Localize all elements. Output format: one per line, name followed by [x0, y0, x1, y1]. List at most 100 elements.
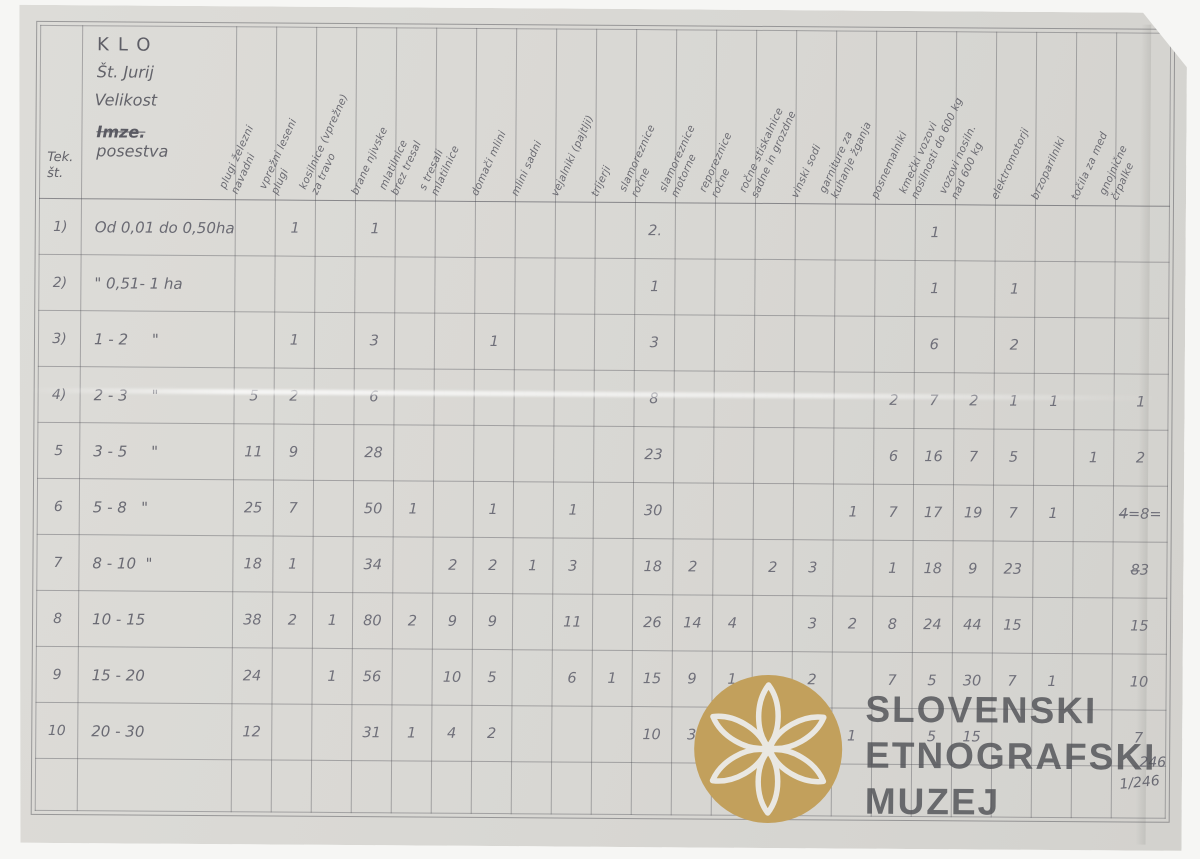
- value-cell: [752, 595, 792, 651]
- value-cell: 2: [832, 596, 872, 652]
- value-cell: 28: [353, 425, 393, 481]
- value-cell: [673, 483, 713, 539]
- value-cell: 6: [552, 650, 592, 706]
- value-cell: [751, 707, 791, 763]
- value-cell: [351, 761, 391, 813]
- value-cell: 1: [592, 650, 632, 706]
- value-cell: 19: [953, 485, 993, 541]
- column-header-14: ročne stiskalnice sadne in grozdne: [755, 30, 796, 203]
- value-cell: 7: [953, 429, 993, 485]
- column-header-8: mlini sadni: [515, 29, 556, 202]
- value-cell: 1: [355, 201, 395, 257]
- value-cell: 11: [552, 594, 592, 650]
- value-cell: 10: [432, 649, 472, 705]
- value-cell: [1073, 486, 1113, 542]
- column-header-23: gnojnične črpalke: [1115, 33, 1170, 206]
- value-cell: 2: [753, 539, 793, 595]
- value-cell: 4: [431, 705, 471, 761]
- value-cell: 1: [1073, 430, 1113, 486]
- value-cell: 9: [953, 541, 993, 597]
- value-cell: 17: [913, 484, 953, 540]
- archive-fraction: 1/246: [1118, 772, 1161, 793]
- table-body: 1) Od 0,01 do 0,50ha 1 1 2. 1 2) " 0,51- 1 ha 1 1…: [35, 198, 1169, 818]
- value-cell: [835, 204, 875, 260]
- value-cell: 1: [391, 705, 431, 761]
- table-row: 9 15 - 20 24 1 56 10 5 6 1 15 9 1 2 7 5 30 7 1 10: [36, 646, 1166, 710]
- value-cell: [513, 482, 553, 538]
- value-cell: [234, 312, 274, 368]
- row-number-cell: 4): [38, 366, 80, 422]
- value-cell: 11: [233, 424, 273, 480]
- size-cell: 3 - 5 ": [80, 423, 234, 480]
- value-cell: [791, 708, 831, 764]
- value-cell: [1074, 318, 1114, 374]
- value-cell: 34: [353, 537, 393, 593]
- value-cell: 1: [1032, 653, 1072, 709]
- value-cell: [954, 317, 994, 373]
- value-cell: 50: [353, 481, 393, 537]
- value-cell: [393, 537, 433, 593]
- value-cell: [313, 480, 353, 536]
- value-cell: [551, 706, 591, 762]
- value-cell: [271, 760, 311, 812]
- value-cell: 5: [993, 429, 1033, 485]
- value-cell: [794, 316, 834, 372]
- value-cell: 30: [952, 653, 992, 709]
- value-cell: [514, 314, 554, 370]
- value-cell: 1: [1114, 374, 1168, 430]
- value-cell: [713, 427, 753, 483]
- value-cell: [314, 312, 354, 368]
- value-cell: [753, 427, 793, 483]
- value-cell: 80: [352, 593, 392, 649]
- table-row: 4) 2 - 3 " 5 2 6 8 2 7 2 1 1 1: [38, 366, 1168, 430]
- value-cell: [1075, 206, 1115, 262]
- column-header-9: vejalniki (pajtlji): [555, 29, 596, 202]
- size-cell: 10 - 15: [78, 591, 232, 648]
- row-number-header-label: Tek. št.: [47, 149, 74, 181]
- column-header-19: vozovi nosiln. nad 600 kg: [955, 32, 996, 205]
- value-cell: [1031, 765, 1071, 817]
- row-number-cell: 3): [38, 310, 80, 366]
- value-cell: [874, 316, 914, 372]
- value-cell: [754, 371, 794, 427]
- value-cell: [595, 202, 635, 258]
- value-cell: [511, 706, 551, 762]
- value-cell: 2: [274, 368, 314, 424]
- value-cell: [1035, 205, 1075, 261]
- table-row: 10 20 - 30 12 31 1 4 2 10 3 1 5 15 7: [36, 702, 1166, 766]
- row-number-cell: [35, 758, 77, 810]
- value-cell: [1073, 542, 1113, 598]
- value-cell: 4: [712, 595, 752, 651]
- value-cell: [514, 370, 554, 426]
- value-cell: [555, 258, 595, 314]
- value-cell: [755, 203, 795, 259]
- value-cell: [391, 761, 431, 813]
- value-cell: 5: [234, 368, 274, 424]
- value-cell: [715, 259, 755, 315]
- value-cell: 2: [392, 593, 432, 649]
- value-cell: 8̶3: [1113, 542, 1167, 598]
- value-cell: 1: [553, 482, 593, 538]
- value-cell: [674, 315, 714, 371]
- value-cell: 3: [793, 540, 833, 596]
- value-cell: [355, 257, 395, 313]
- value-cell: [435, 257, 475, 313]
- value-cell: [512, 650, 552, 706]
- value-cell: 1: [393, 481, 433, 537]
- value-cell: [991, 709, 1031, 765]
- value-cell: [511, 762, 551, 814]
- size-cell: [77, 759, 231, 812]
- value-cell: [834, 316, 874, 372]
- size-cell: " 0,51- 1 ha: [81, 255, 235, 312]
- value-cell: [554, 370, 594, 426]
- value-cell: [1072, 598, 1112, 654]
- value-cell: [752, 651, 792, 707]
- value-cell: [592, 594, 632, 650]
- value-cell: 1: [513, 538, 553, 594]
- value-cell: [713, 539, 753, 595]
- size-cell: 1 - 2 ": [80, 311, 234, 368]
- value-cell: 7: [992, 653, 1032, 709]
- value-cell: 26: [632, 595, 672, 651]
- value-cell: 7: [993, 485, 1033, 541]
